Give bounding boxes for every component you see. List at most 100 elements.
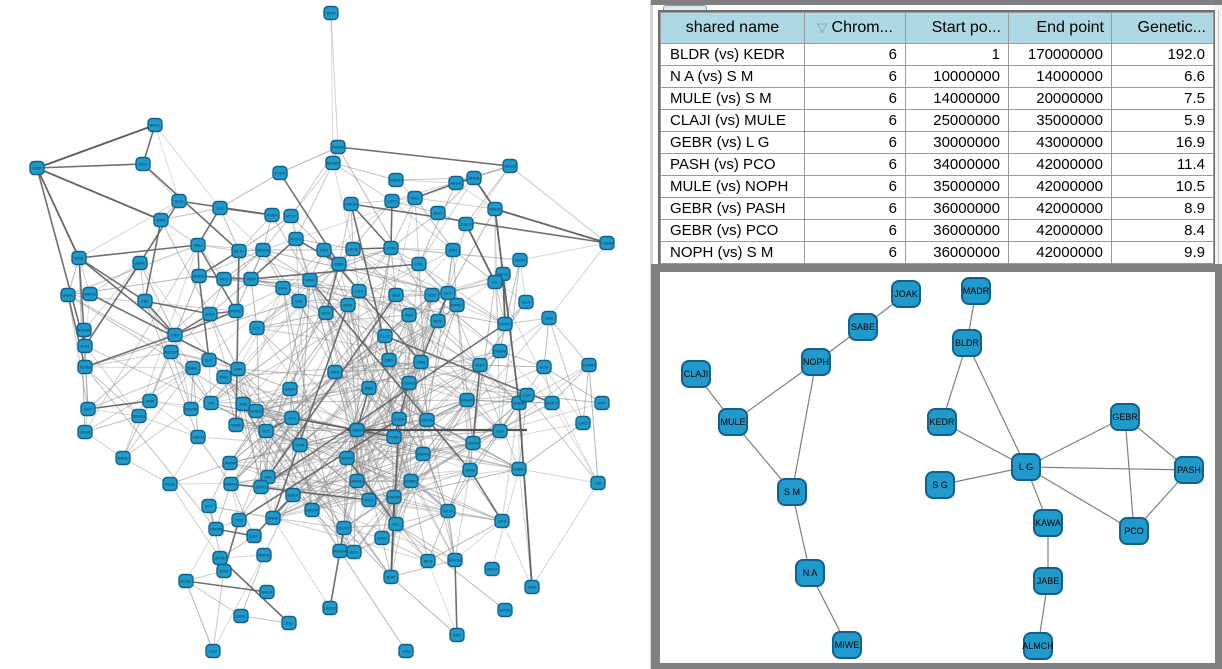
- svg-text:HUJE: HUJE: [165, 482, 176, 487]
- svg-text:WCLP: WCLP: [165, 350, 177, 355]
- svg-text:DRBL: DRBL: [188, 366, 199, 371]
- svg-text:HME: HME: [237, 614, 246, 619]
- svg-text:ALMCH: ALMCH: [1022, 641, 1054, 651]
- svg-text:OTK: OTK: [253, 326, 262, 331]
- svg-text:JNO: JNO: [285, 621, 293, 626]
- svg-text:MULE: MULE: [720, 417, 745, 427]
- svg-text:WON: WON: [515, 258, 525, 263]
- svg-text:CTW: CTW: [386, 246, 395, 251]
- svg-text:LSP: LSP: [523, 393, 531, 398]
- svg-text:OLL: OLL: [392, 522, 400, 527]
- svg-text:NOPH: NOPH: [803, 357, 829, 367]
- svg-text:AMHE: AMHE: [351, 479, 363, 484]
- svg-text:NWAN: NWAN: [417, 452, 429, 457]
- svg-text:ASEH: ASEH: [267, 213, 278, 218]
- svg-text:UODS: UODS: [324, 606, 336, 611]
- svg-text:ANHL: ANHL: [118, 456, 129, 461]
- svg-text:BRKN: BRKN: [193, 274, 204, 279]
- svg-text:MBBD: MBBD: [390, 178, 402, 183]
- svg-text:UPJ: UPJ: [288, 416, 296, 421]
- svg-text:AKHJ: AKHJ: [487, 567, 497, 572]
- svg-text:CNOW: CNOW: [388, 495, 401, 500]
- svg-text:CWWK: CWWK: [493, 349, 506, 354]
- svg-text:MADR: MADR: [963, 286, 990, 296]
- svg-text:UGML: UGML: [62, 293, 74, 298]
- svg-text:PHT: PHT: [598, 401, 607, 406]
- svg-text:MLM: MLM: [444, 509, 453, 514]
- svg-text:WHS: WHS: [465, 468, 475, 473]
- svg-text:GEBR: GEBR: [1112, 412, 1138, 422]
- svg-text:RDJ: RDJ: [220, 277, 228, 282]
- svg-text:GMBA: GMBA: [405, 479, 417, 484]
- svg-text:LKG: LKG: [209, 649, 217, 654]
- svg-text:EPR: EPR: [449, 248, 457, 253]
- svg-text:PDJ: PDJ: [320, 248, 328, 253]
- svg-text:LHT: LHT: [355, 289, 363, 294]
- svg-text:UBRU: UBRU: [134, 261, 145, 266]
- svg-text:PAJ: PAJ: [264, 475, 271, 480]
- svg-text:PRSG: PRSG: [290, 237, 301, 242]
- svg-text:SABE: SABE: [851, 322, 875, 332]
- svg-text:WBGM: WBGM: [334, 549, 347, 554]
- svg-text:TCKW: TCKW: [79, 365, 91, 370]
- svg-text:JTA: JTA: [208, 401, 215, 406]
- svg-text:JJA: JJA: [595, 481, 602, 486]
- svg-text:WKTD: WKTD: [84, 292, 96, 297]
- svg-text:BSWG: BSWG: [133, 414, 145, 419]
- svg-text:GPSO: GPSO: [499, 608, 511, 613]
- svg-text:TEO: TEO: [235, 518, 243, 523]
- svg-text:GNHG: GNHG: [461, 398, 473, 403]
- svg-text:EUM: EUM: [81, 344, 90, 349]
- svg-text:MRB: MRB: [157, 218, 166, 223]
- svg-text:CDE: CDE: [415, 262, 424, 267]
- svg-text:CDDM: CDDM: [601, 241, 613, 246]
- svg-text:SUG: SUG: [175, 199, 184, 204]
- svg-text:SUSN: SUSN: [393, 417, 404, 422]
- svg-text:WND: WND: [231, 423, 241, 428]
- svg-text:AJB: AJB: [239, 402, 247, 407]
- svg-text:JUL: JUL: [491, 280, 499, 285]
- svg-text:CLCT: CLCT: [380, 334, 391, 339]
- svg-text:GSBC: GSBC: [513, 467, 524, 472]
- svg-text:HRLR: HRLR: [262, 590, 273, 595]
- svg-text:GRWS: GRWS: [257, 248, 270, 253]
- svg-text:EJLK: EJLK: [249, 534, 259, 539]
- svg-text:GRN: GRN: [335, 262, 344, 267]
- svg-text:AHS: AHS: [411, 196, 420, 201]
- svg-text:DAB: DAB: [417, 360, 426, 365]
- svg-text:ECMD: ECMD: [583, 363, 595, 368]
- svg-text:DJJ: DJJ: [497, 429, 504, 434]
- svg-text:JRNW: JRNW: [224, 461, 236, 466]
- svg-text:JOAK: JOAK: [894, 289, 918, 299]
- svg-text:TNWJ: TNWJ: [388, 435, 399, 440]
- svg-text:WWB: WWB: [268, 516, 279, 521]
- svg-text:AMAO: AMAO: [225, 482, 237, 487]
- svg-text:ACH: ACH: [540, 365, 549, 370]
- svg-text:WED: WED: [364, 498, 373, 503]
- svg-text:BJC: BJC: [205, 358, 213, 363]
- svg-text:GJT: GJT: [262, 429, 270, 434]
- svg-text:N A: N A: [803, 568, 818, 578]
- svg-text:WDK: WDK: [74, 256, 84, 261]
- svg-text:GAW: GAW: [377, 536, 387, 541]
- svg-text:EHH: EHH: [279, 286, 288, 291]
- svg-text:LDG: LDG: [139, 162, 147, 167]
- svg-text:NGGJ: NGGJ: [341, 456, 352, 461]
- svg-text:PBK: PBK: [141, 299, 149, 304]
- svg-text:ESCJ: ESCJ: [461, 222, 471, 227]
- svg-text:OLB: OLB: [392, 293, 400, 298]
- svg-text:PASH: PASH: [1177, 465, 1201, 475]
- svg-text:MEJK: MEJK: [498, 272, 509, 277]
- svg-text:CNGB: CNGB: [345, 202, 357, 207]
- svg-text:MIWE: MIWE: [835, 640, 860, 650]
- svg-text:TPPO: TPPO: [500, 322, 511, 327]
- svg-text:LJPC: LJPC: [387, 199, 397, 204]
- svg-text:ORU: ORU: [331, 370, 340, 375]
- svg-text:JAKB: JAKB: [352, 428, 362, 433]
- svg-text:NRCW: NRCW: [306, 508, 319, 513]
- svg-text:NME: NME: [344, 303, 353, 308]
- svg-text:NKD: NKD: [528, 585, 537, 590]
- svg-text:OMMR: OMMR: [210, 527, 223, 532]
- svg-text:BJT: BJT: [205, 504, 213, 509]
- svg-text:EMD: EMD: [33, 166, 42, 171]
